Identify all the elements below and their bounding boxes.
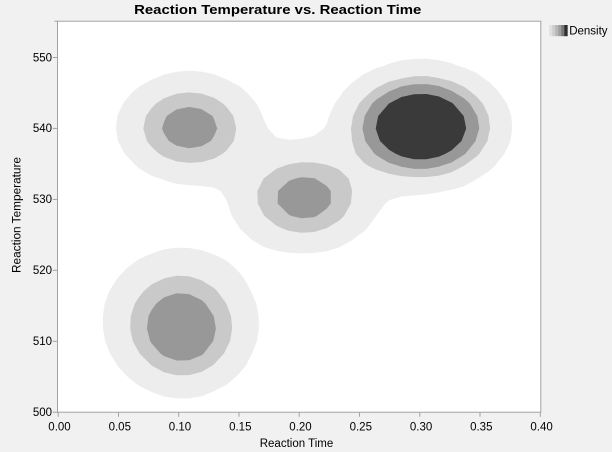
- svg-text:0.35: 0.35: [470, 422, 492, 434]
- svg-text:Density: Density: [569, 26, 608, 38]
- svg-text:Reaction Temperature: Reaction Temperature: [12, 157, 24, 273]
- svg-text:0.15: 0.15: [229, 422, 251, 434]
- svg-text:0.20: 0.20: [289, 422, 311, 434]
- svg-text:530: 530: [33, 194, 52, 206]
- svg-text:0.10: 0.10: [169, 422, 191, 434]
- svg-text:540: 540: [33, 123, 52, 135]
- svg-text:0.05: 0.05: [109, 422, 131, 434]
- svg-text:500: 500: [33, 407, 52, 419]
- svg-text:0.40: 0.40: [530, 422, 552, 434]
- svg-text:0.30: 0.30: [410, 422, 432, 434]
- svg-text:Reaction Time: Reaction Time: [260, 438, 334, 450]
- svg-text:550: 550: [33, 52, 52, 64]
- svg-text:520: 520: [33, 265, 52, 277]
- svg-text:0.00: 0.00: [48, 422, 70, 434]
- svg-text:0.25: 0.25: [350, 422, 372, 434]
- svg-text:510: 510: [33, 336, 52, 348]
- svg-text:Reaction Temperature vs. React: Reaction Temperature vs. Reaction Time: [134, 3, 421, 17]
